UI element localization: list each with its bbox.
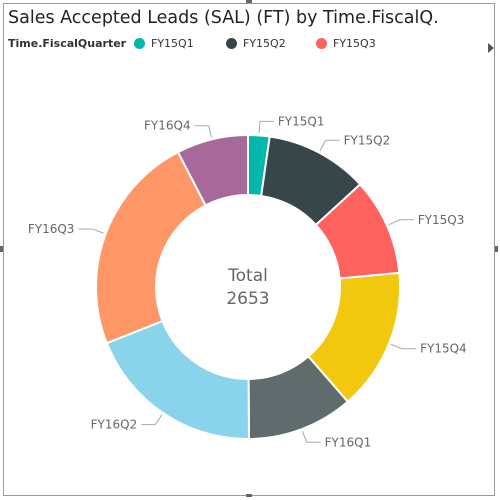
legend-label: FY15Q1 [151, 37, 194, 50]
slice-label-fy16q3: FY16Q3 [28, 222, 75, 236]
legend: Time.FiscalQuarter FY15Q1 FY15Q2 FY15Q3 [8, 37, 478, 53]
legend-dot-icon [316, 38, 327, 49]
center-value: 2653 [226, 289, 269, 309]
leader-line [258, 120, 274, 134]
slice-label-fy16q2: FY16Q2 [91, 418, 138, 432]
resize-handle-left[interactable] [0, 246, 3, 252]
legend-next-arrow-icon[interactable] [488, 43, 494, 53]
resize-handle-right[interactable] [495, 246, 498, 252]
leader-line [301, 430, 321, 443]
resize-handle-bottom[interactable] [246, 494, 252, 497]
center-label: Total [227, 266, 268, 286]
leader-line [390, 343, 417, 350]
slice-label-fy15q2: FY15Q2 [344, 133, 391, 147]
slice-label-fy15q3: FY15Q3 [418, 213, 465, 227]
leader-line [141, 414, 163, 426]
chart-title: Sales Accepted Leads (SAL) (FT) by Time.… [8, 8, 438, 28]
resize-handle-top[interactable] [246, 0, 252, 3]
legend-item-fy15q3[interactable]: FY15Q3 [316, 37, 376, 50]
legend-item-fy15q2[interactable]: FY15Q2 [226, 37, 286, 50]
slice-fy16q3[interactable] [95, 150, 207, 345]
slice-fy16q4[interactable] [176, 133, 249, 207]
leader-line [78, 228, 104, 234]
legend-label: FY15Q2 [243, 37, 286, 50]
slice-label-fy15q1: FY15Q1 [278, 114, 325, 128]
leader-line [194, 125, 212, 138]
legend-label: FY15Q3 [333, 37, 376, 50]
slice-label-fy15q4: FY15Q4 [420, 342, 467, 356]
legend-dot-icon [226, 38, 237, 49]
legend-dot-icon [134, 38, 145, 49]
slice-label-fy16q4: FY16Q4 [144, 119, 191, 133]
slice-label-fy16q1: FY16Q1 [325, 435, 372, 449]
legend-title: Time.FiscalQuarter [8, 37, 127, 50]
leader-line [388, 219, 414, 226]
legend-item-fy15q1[interactable]: FY15Q1 [134, 37, 194, 50]
leader-line [319, 139, 340, 152]
